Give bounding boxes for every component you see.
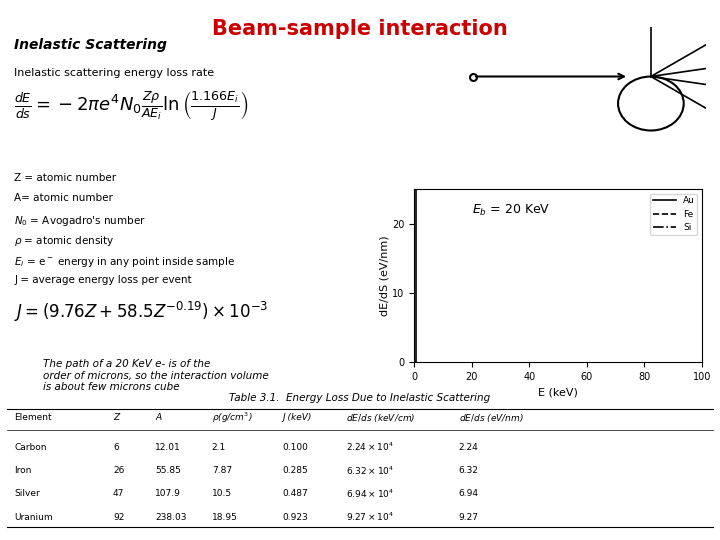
- Y-axis label: dE/dS (eV/nm): dE/dS (eV/nm): [379, 235, 389, 316]
- Text: 2.24: 2.24: [459, 443, 479, 451]
- Text: 107.9: 107.9: [156, 489, 181, 498]
- Text: 6: 6: [113, 443, 119, 451]
- Text: 26: 26: [113, 466, 125, 475]
- Text: 2.1: 2.1: [212, 443, 226, 451]
- Text: J = average energy loss per event: J = average energy loss per event: [14, 275, 192, 286]
- Text: $E_b$ = 20 KeV: $E_b$ = 20 KeV: [472, 202, 550, 218]
- Text: J (keV): J (keV): [282, 414, 312, 422]
- Text: $9.27 \times 10^4$: $9.27 \times 10^4$: [346, 511, 394, 523]
- Text: $dE/ds$ (eV/nm): $dE/ds$ (eV/nm): [459, 412, 523, 424]
- Text: 6.94: 6.94: [459, 489, 479, 498]
- Text: Inelastic scattering energy loss rate: Inelastic scattering energy loss rate: [14, 68, 215, 78]
- Text: $\rho$ = atomic density: $\rho$ = atomic density: [14, 234, 114, 248]
- Text: Table 3.1.  Energy Loss Due to Inelastic Scattering: Table 3.1. Energy Loss Due to Inelastic …: [230, 393, 490, 403]
- Text: $6.94 \times 10^4$: $6.94 \times 10^4$: [346, 488, 394, 500]
- Text: 6.32: 6.32: [459, 466, 479, 475]
- Text: Element: Element: [14, 414, 52, 422]
- Text: 7.87: 7.87: [212, 466, 232, 475]
- Text: $dE/ds$ (keV/cm): $dE/ds$ (keV/cm): [346, 412, 415, 424]
- Text: Uranium: Uranium: [14, 512, 53, 522]
- Text: Beam-sample interaction: Beam-sample interaction: [212, 19, 508, 39]
- Text: 9.27: 9.27: [459, 512, 479, 522]
- Text: $6.32 \times 10^4$: $6.32 \times 10^4$: [346, 464, 394, 477]
- Text: 10.5: 10.5: [212, 489, 232, 498]
- Text: 238.03: 238.03: [156, 512, 187, 522]
- Text: 0.100: 0.100: [282, 443, 308, 451]
- Text: 18.95: 18.95: [212, 512, 238, 522]
- Text: Iron: Iron: [14, 466, 32, 475]
- Text: A= atomic number: A= atomic number: [14, 193, 113, 204]
- Text: $2.24 \times 10^4$: $2.24 \times 10^4$: [346, 441, 394, 453]
- Text: Z = atomic number: Z = atomic number: [14, 173, 117, 183]
- Text: 0.487: 0.487: [282, 489, 308, 498]
- Text: $N_0$ = Avogadro's number: $N_0$ = Avogadro's number: [14, 214, 146, 228]
- Text: 0.923: 0.923: [282, 512, 308, 522]
- Text: $\rho$(g/cm$^3$): $\rho$(g/cm$^3$): [212, 411, 253, 425]
- Text: A: A: [156, 414, 161, 422]
- Text: 12.01: 12.01: [156, 443, 181, 451]
- Text: 92: 92: [113, 512, 125, 522]
- Text: Z: Z: [113, 414, 120, 422]
- Text: 47: 47: [113, 489, 125, 498]
- Legend: Au, Fe, Si: Au, Fe, Si: [650, 193, 698, 235]
- Text: $E_i$ = e$^-$ energy in any point inside sample: $E_i$ = e$^-$ energy in any point inside…: [14, 255, 235, 269]
- Line: Au: Au: [415, 0, 702, 362]
- Text: 55.85: 55.85: [156, 466, 181, 475]
- X-axis label: E (keV): E (keV): [538, 387, 578, 397]
- Text: Carbon: Carbon: [14, 443, 47, 451]
- Text: The path of a 20 KeV e- is of the
order of microns, so the interaction volume
is: The path of a 20 KeV e- is of the order …: [43, 359, 269, 392]
- Text: Silver: Silver: [14, 489, 40, 498]
- Au: [411, 359, 420, 365]
- Text: $\frac{dE}{ds} = -2\pi e^4 N_0 \frac{Z\rho}{AE_i} \ln\left(\frac{1.166E_i}{J}\ri: $\frac{dE}{ds} = -2\pi e^4 N_0 \frac{Z\r…: [14, 89, 249, 123]
- Text: 0.285: 0.285: [282, 466, 308, 475]
- Text: $J = \left(9.76Z + 58.5Z^{-0.19}\right) \times 10^{-3}$: $J = \left(9.76Z + 58.5Z^{-0.19}\right) …: [14, 300, 269, 324]
- Text: Inelastic Scattering: Inelastic Scattering: [14, 38, 167, 52]
